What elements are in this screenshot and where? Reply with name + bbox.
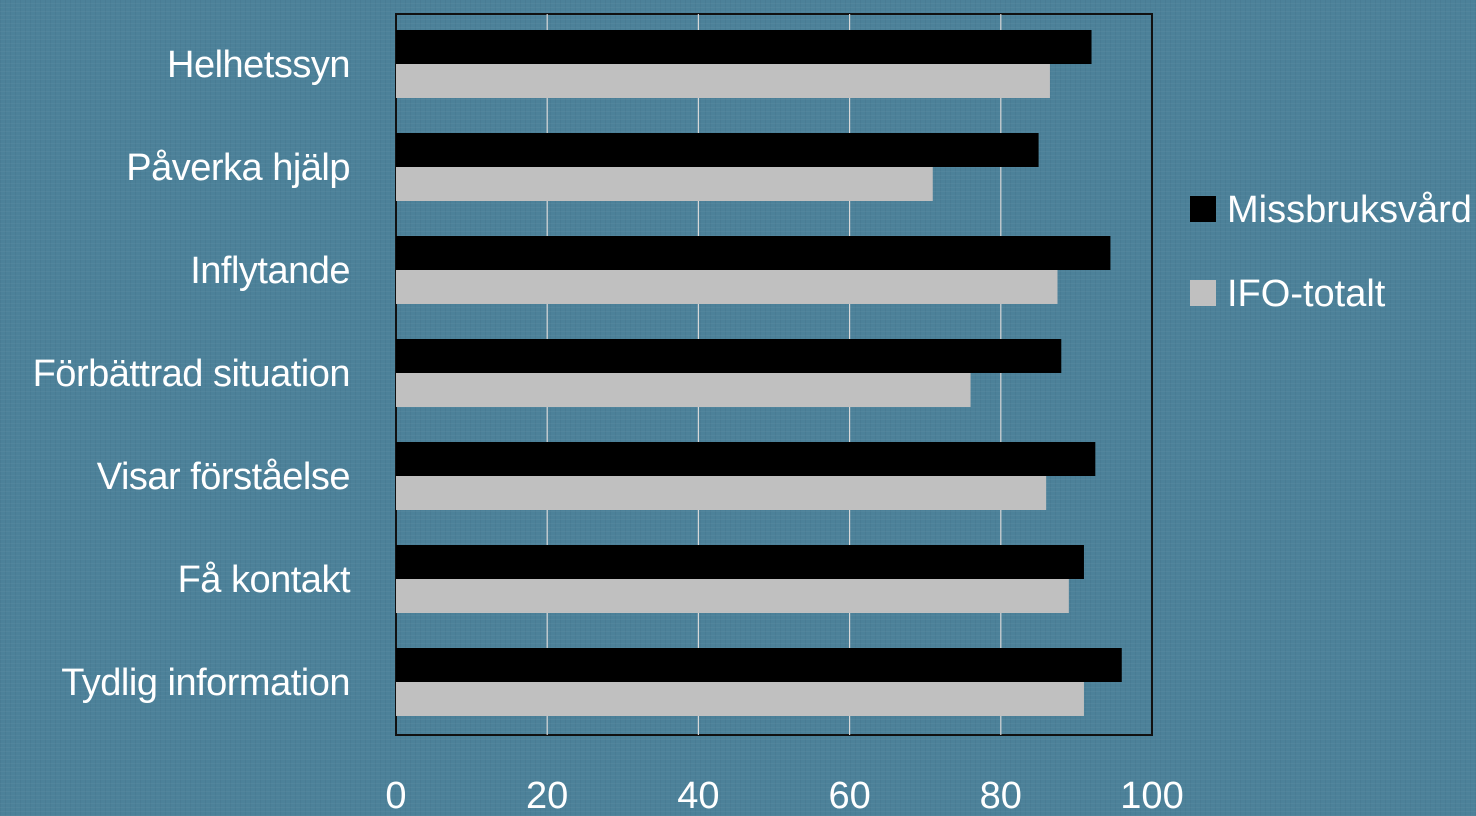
bar-series-1 — [396, 236, 1111, 270]
legend-swatch — [1190, 196, 1216, 222]
bar-series-2 — [396, 64, 1050, 98]
category-label: Visar förståelse — [97, 456, 350, 498]
bar-series-2 — [396, 579, 1069, 613]
bar-series-1 — [396, 545, 1084, 579]
x-tick-label: 80 — [980, 775, 1022, 816]
bar-series-2 — [396, 682, 1084, 716]
x-tick-label: 100 — [1120, 775, 1183, 816]
bar-series-1 — [396, 30, 1092, 64]
x-tick-label: 60 — [828, 775, 870, 816]
legend-swatch — [1190, 280, 1216, 306]
category-label: Tydlig information — [61, 662, 350, 704]
bar-series-1 — [396, 133, 1039, 167]
x-tick-label: 20 — [526, 775, 568, 816]
bar-series-2 — [396, 373, 971, 407]
x-tick-label: 40 — [677, 775, 719, 816]
category-label: Påverka hjälp — [126, 147, 350, 189]
bar-series-2 — [396, 270, 1058, 304]
legend-label: IFO-totalt — [1227, 273, 1386, 315]
legend-label: Missbruksvård — [1227, 189, 1472, 231]
category-label: Helhetssyn — [167, 44, 350, 86]
category-labels: Helhetssyn Påverka hjälp Inflytande Förbätt… — [33, 44, 352, 704]
bar-series-1 — [396, 648, 1122, 682]
category-label: Förbättrad situation — [33, 353, 350, 395]
bars — [396, 30, 1122, 716]
bar-series-2 — [396, 476, 1047, 510]
bar-series-2 — [396, 167, 933, 201]
bar-series-1 — [396, 442, 1096, 476]
category-label: Få kontakt — [178, 559, 351, 601]
category-label: Inflytande — [190, 250, 350, 292]
x-axis-tick-labels: 0 20 40 60 80 100 — [385, 775, 1183, 816]
x-tick-label: 0 — [385, 775, 406, 816]
legend: Missbruksvård IFO-totalt — [1190, 189, 1472, 315]
bar-series-1 — [396, 339, 1062, 373]
